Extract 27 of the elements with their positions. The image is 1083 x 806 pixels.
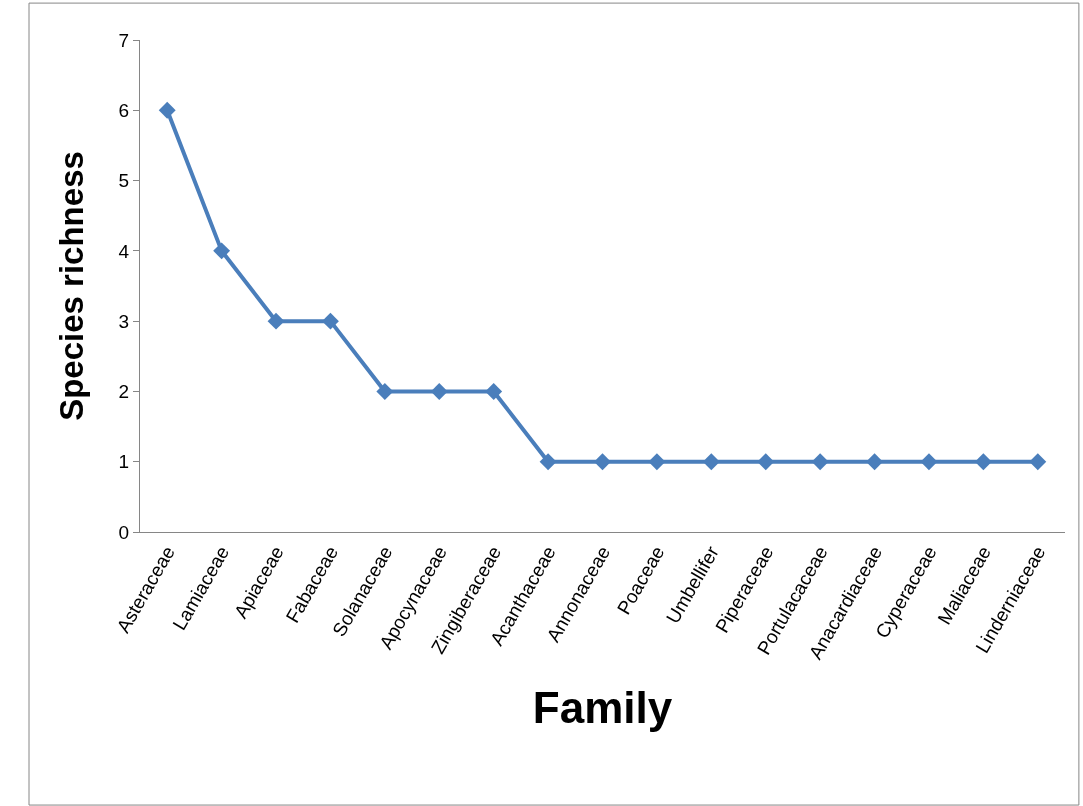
point [158,101,176,119]
point [866,453,884,471]
y-tick-label: 3 [118,310,130,332]
point [1029,453,1047,471]
point [376,382,394,400]
point [594,453,611,471]
y-tick-label: 4 [118,240,130,262]
point [811,453,829,471]
point [974,453,992,471]
point [539,453,557,471]
y-tick-label: 6 [118,99,130,121]
y-tick-label: 2 [118,381,130,403]
point [485,382,503,400]
point [213,242,231,260]
y-tick-label: 5 [118,170,130,192]
x-axis-title: Family [532,683,673,733]
point [920,453,938,471]
point [267,312,285,330]
point [702,453,720,471]
y-tick-label: 1 [118,451,130,473]
y-axis-title: Species richness [52,151,90,421]
point [321,312,339,330]
point [430,382,448,400]
y-tick-label: 0 [118,521,130,543]
point [757,453,775,471]
point [648,453,666,471]
y-tick-label: 7 [118,29,130,51]
